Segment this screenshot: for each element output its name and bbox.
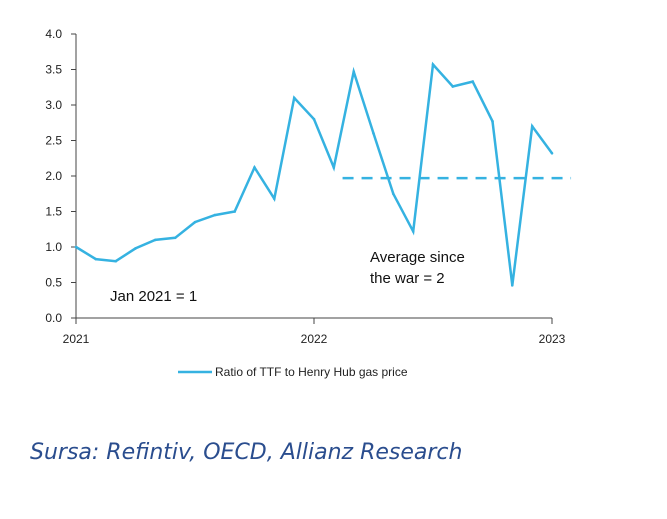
- series-point: [391, 192, 395, 196]
- y-tick-label: 2.5: [45, 134, 62, 148]
- series-point: [510, 284, 514, 287]
- annotation-average-line2: the war = 2: [370, 270, 445, 287]
- series-point: [233, 210, 237, 213]
- y-tick-label: 0.0: [45, 311, 62, 325]
- y-tick-label: 1.5: [45, 205, 62, 219]
- series-point: [372, 132, 375, 135]
- series-point: [94, 257, 98, 261]
- series-point: [491, 120, 494, 123]
- x-axis-ticks: 2021 2022 2023: [63, 318, 566, 346]
- series-point: [134, 247, 137, 250]
- series-point: [411, 230, 415, 233]
- series-point: [312, 117, 316, 121]
- series-points: [74, 63, 554, 287]
- y-tick-label: 1.0: [45, 240, 62, 254]
- series-point: [74, 245, 78, 249]
- series-point: [114, 259, 118, 263]
- y-tick-label: 3.5: [45, 63, 62, 77]
- chart: 0.0 0.5 1.0 1.5 2.0 2.5 3.0 3.5 4.0 2021 2022 2023…: [45, 27, 572, 379]
- series-point: [332, 166, 336, 169]
- annotation-jan-2021: Jan 2021 = 1: [110, 288, 197, 305]
- series-point: [173, 236, 177, 240]
- x-tick-label: 2023: [539, 332, 566, 346]
- legend-label: Ratio of TTF to Henry Hub gas price: [215, 365, 408, 379]
- series-point: [471, 80, 475, 83]
- series-point: [253, 166, 256, 169]
- series-point: [431, 63, 435, 66]
- x-tick-label: 2022: [301, 332, 328, 346]
- series-point: [272, 197, 276, 201]
- series-point: [451, 85, 455, 88]
- y-tick-label: 2.0: [45, 169, 62, 183]
- series-point: [550, 151, 554, 155]
- legend: Ratio of TTF to Henry Hub gas price: [178, 365, 408, 379]
- series-point: [153, 238, 157, 242]
- y-tick-label: 3.0: [45, 98, 62, 112]
- series-point: [193, 220, 197, 224]
- series-point: [292, 96, 296, 100]
- series-point: [213, 213, 217, 217]
- series-point: [352, 70, 356, 73]
- series-line-ttf-henry-hub-ratio: [75, 61, 554, 286]
- x-tick-label: 2021: [63, 332, 90, 346]
- y-axis-ticks: 0.0 0.5 1.0 1.5 2.0 2.5 3.0 3.5 4.0: [45, 27, 76, 325]
- y-tick-label: 0.5: [45, 276, 62, 290]
- annotation-average-line1: Average since: [370, 249, 465, 266]
- series-point: [530, 125, 534, 128]
- y-tick-label: 4.0: [45, 27, 62, 41]
- source-caption: Sursa: Refintiv, OECD, Allianz Research: [30, 440, 463, 465]
